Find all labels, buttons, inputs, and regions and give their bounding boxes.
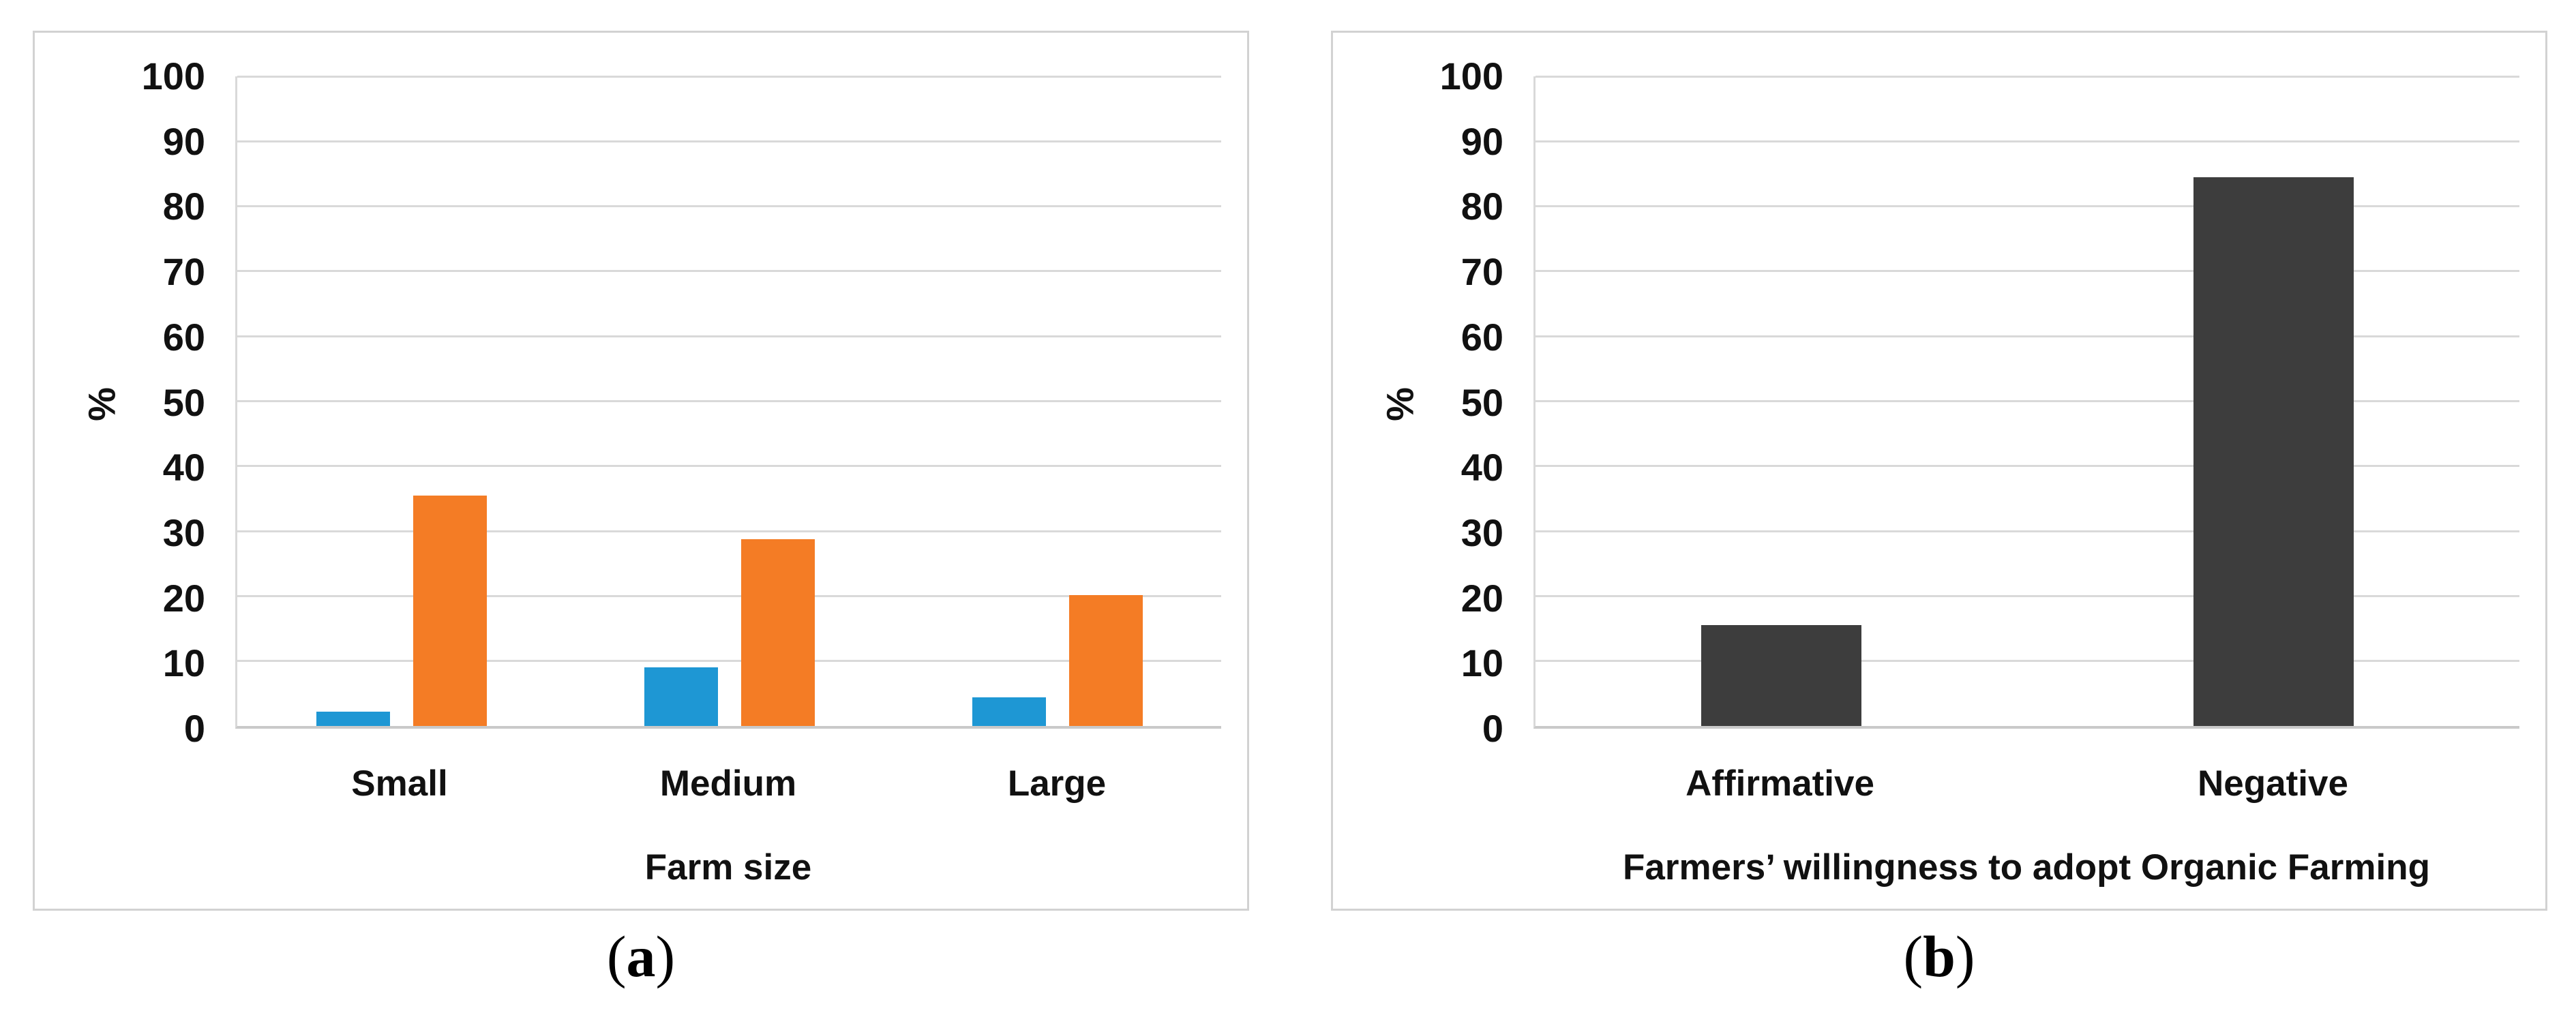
gridline xyxy=(237,140,1221,142)
gridline xyxy=(237,270,1221,273)
category-slot xyxy=(2028,76,2520,726)
x-tick-label: Medium xyxy=(659,763,797,804)
bar-orange-series-small xyxy=(413,495,487,726)
category-slot xyxy=(237,76,565,726)
gridline xyxy=(237,400,1221,402)
caption-letter: b xyxy=(1923,924,1956,989)
y-tick-label: 40 xyxy=(162,446,205,489)
y-tick-label: 80 xyxy=(162,185,205,228)
figure-row: % 0 10 20 30 40 50 60 70 80 90 100 Small Medium Larg… xyxy=(33,31,2547,911)
gridline xyxy=(237,530,1221,532)
y-tick-label: 70 xyxy=(162,250,205,294)
bars-layer xyxy=(1536,76,2519,726)
bar-blue-series-large xyxy=(972,697,1046,726)
x-axis-title: Farmers’ willingness to adopt Organic Fa… xyxy=(1623,847,2430,888)
x-tick-label: Small xyxy=(351,763,448,804)
category-slot xyxy=(893,76,1221,726)
gridline xyxy=(237,75,1221,78)
gridlines xyxy=(237,75,1221,726)
caption-open-paren: ( xyxy=(1903,924,1923,989)
x-axis-ticks: Affirmative Negative xyxy=(1533,763,2519,804)
y-tick-label: 50 xyxy=(1461,380,1503,424)
gridline xyxy=(1536,660,2519,663)
gridline xyxy=(237,594,1221,597)
caption-b: (b) xyxy=(1331,926,2547,987)
y-tick-label: 0 xyxy=(1482,707,1503,750)
y-tick-label: 30 xyxy=(1461,511,1503,554)
caption-close-paren: ) xyxy=(655,924,676,989)
x-tick-label: Affirmative xyxy=(1686,763,1874,804)
bar-dark-gray-series-affirmative xyxy=(1701,625,1862,726)
gridline xyxy=(1536,205,2519,208)
gridline xyxy=(237,660,1221,663)
y-tick-label: 60 xyxy=(1461,315,1503,359)
plot-area xyxy=(1533,75,2519,729)
gridline xyxy=(237,335,1221,337)
y-tick-label: 90 xyxy=(162,119,205,163)
x-axis-ticks: Small Medium Large xyxy=(235,763,1221,804)
gridline xyxy=(1536,270,2519,273)
x-axis-title: Farm size xyxy=(644,847,812,888)
gridline xyxy=(1536,335,2519,337)
y-tick-label: 70 xyxy=(1461,250,1503,294)
gridline xyxy=(1536,140,2519,142)
y-tick-label: 10 xyxy=(1461,641,1503,685)
y-tick-label: 10 xyxy=(162,641,205,685)
y-tick-label: 40 xyxy=(1461,446,1503,489)
gridline xyxy=(1536,75,2519,78)
y-axis-ticks: 0 10 20 30 40 50 60 70 80 90 100 xyxy=(1333,57,1533,748)
y-tick-label: 20 xyxy=(1461,576,1503,620)
captions-row: (a) (b) xyxy=(0,911,2576,987)
caption-close-paren: ) xyxy=(1955,924,1975,989)
y-tick-label: 60 xyxy=(162,315,205,359)
category-slot xyxy=(565,76,893,726)
bar-orange-series-large xyxy=(1068,594,1143,726)
y-tick-label: 100 xyxy=(141,55,205,97)
gridline xyxy=(237,465,1221,468)
plot-area xyxy=(235,75,1221,729)
gridline xyxy=(237,205,1221,208)
caption-letter: a xyxy=(626,924,656,989)
bar-blue-series-small xyxy=(316,712,390,726)
gridline xyxy=(1536,594,2519,597)
y-tick-label: 100 xyxy=(1439,55,1503,97)
y-tick-label: 80 xyxy=(1461,185,1503,228)
bar-blue-series-medium xyxy=(644,667,718,726)
gridline xyxy=(1536,530,2519,532)
y-tick-label: 30 xyxy=(162,511,205,554)
caption-open-paren: ( xyxy=(606,924,627,989)
gridlines xyxy=(1536,75,2519,726)
y-tick-label: 20 xyxy=(162,576,205,620)
panel-a: % 0 10 20 30 40 50 60 70 80 90 100 Small Medium Larg… xyxy=(33,31,1249,911)
category-slot xyxy=(1536,76,2028,726)
y-tick-label: 50 xyxy=(162,380,205,424)
y-axis-ticks: 0 10 20 30 40 50 60 70 80 90 100 xyxy=(35,57,235,748)
panel-b: % 0 10 20 30 40 50 60 70 80 90 100 Affirmative Nega… xyxy=(1331,31,2547,911)
bars-layer xyxy=(237,76,1221,726)
bar-dark-gray-series-negative xyxy=(2193,177,2354,726)
caption-a: (a) xyxy=(33,926,1249,987)
x-tick-label: Negative xyxy=(2198,763,2348,804)
gridline xyxy=(1536,465,2519,468)
bar-orange-series-medium xyxy=(740,539,815,726)
gridline xyxy=(1536,400,2519,402)
x-tick-label: Large xyxy=(1007,763,1107,804)
y-tick-label: 0 xyxy=(183,707,205,750)
y-tick-label: 90 xyxy=(1461,119,1503,163)
